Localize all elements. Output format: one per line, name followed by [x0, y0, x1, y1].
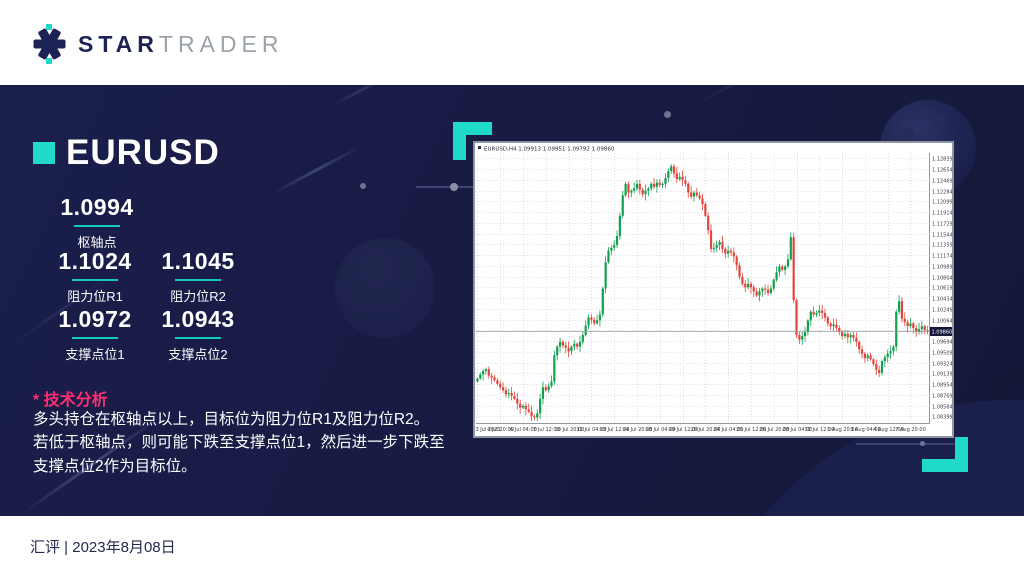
footer-bar: 汇评 | 2023年8月08日: [0, 516, 1024, 576]
decorative-dot: [920, 441, 925, 446]
mt4-chart-window: [474, 142, 953, 437]
support2-value: 1.0943: [161, 306, 235, 332]
brand-trader: TRADER: [158, 30, 284, 57]
support1-label: 支撑点位1: [65, 347, 125, 362]
accent-underline: [175, 279, 221, 281]
decorative-line: [856, 443, 954, 445]
star-asterisk-icon: [30, 24, 68, 64]
background-circle: [335, 238, 435, 338]
eurusd-h4-candlestick-chart: [474, 142, 953, 437]
symbol-title: EURUSD: [66, 133, 220, 172]
accent-square: [33, 142, 55, 164]
footer-text: 汇评 | 2023年8月08日: [30, 538, 176, 556]
analysis-heading: * 技术分析: [33, 392, 108, 409]
corner-bracket-top-left: [453, 122, 492, 160]
support2-label: 支撑点位2: [168, 347, 228, 362]
resistance1-value: 1.1024: [58, 248, 132, 274]
pivot-value: 1.0994: [60, 194, 134, 220]
decorative-dot: [360, 183, 366, 189]
diagonal-streak: [271, 145, 362, 195]
accent-underline: [72, 279, 118, 281]
support2-level: 1.0943 支撑点位2: [145, 306, 251, 363]
brand-logo: STARTRADER: [30, 24, 283, 64]
analysis-line: 多头持仓在枢轴点以上，目标位为阻力位R1及阻力位R2。: [33, 411, 430, 428]
planet-crater: [900, 128, 914, 142]
brand-text: STARTRADER: [78, 31, 283, 58]
corner-bracket-bottom-right: [922, 437, 968, 472]
analysis-line: 支撑点位2作为目标位。: [33, 457, 197, 475]
decorative-dot: [450, 183, 458, 191]
pivot-label: 枢轴点: [77, 235, 117, 250]
support1-value: 1.0972: [58, 306, 132, 332]
accent-underline: [74, 225, 120, 227]
analysis-text: 多头持仓在枢轴点以上，目标位为阻力位R1及阻力位R2。 若低于枢轴点，则可能下跌…: [33, 408, 453, 478]
resistance2-level: 1.1045 阻力位R2: [145, 248, 251, 305]
resistance2-label: 阻力位R2: [170, 289, 226, 304]
resistance1-level: 1.1024 阻力位R1: [42, 248, 148, 305]
support1-level: 1.0972 支撑点位1: [42, 306, 148, 363]
resistance1-label: 阻力位R1: [67, 289, 123, 304]
analysis-line: 若低于枢轴点，则可能下跌至支撑点位1，然后进一步下跌至: [33, 434, 445, 452]
header-bar: STARTRADER: [0, 0, 1024, 85]
resistance2-value: 1.1045: [161, 248, 235, 274]
accent-underline: [72, 337, 118, 339]
pivot-level: 1.0994 枢轴点: [44, 194, 150, 251]
decorative-dot: [664, 111, 671, 118]
accent-underline: [175, 337, 221, 339]
brand-star: STAR: [78, 30, 159, 57]
planet-crater: [936, 114, 945, 123]
decorative-line: [416, 186, 476, 188]
